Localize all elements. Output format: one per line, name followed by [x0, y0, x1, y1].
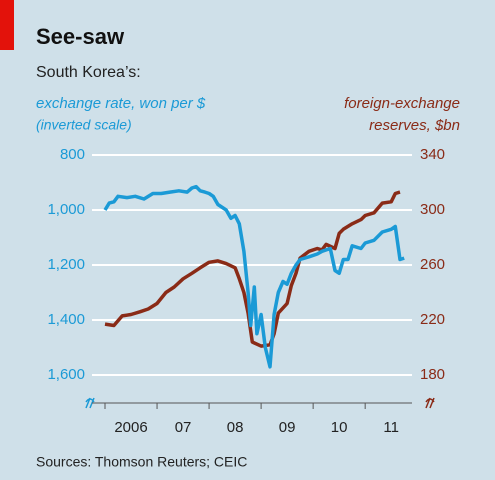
- red-tab: [0, 0, 14, 50]
- y2-tick-label: 220: [420, 311, 445, 328]
- y-tick-label: 1,400: [47, 311, 85, 328]
- y-tick-label: 1,000: [47, 201, 85, 218]
- y2-tick-label: 260: [420, 256, 445, 273]
- y2-tick-label: 180: [420, 366, 445, 383]
- y-tick-label: 800: [60, 146, 85, 163]
- subtitle: South Korea’s:: [36, 64, 141, 81]
- y-tick-label: 1,600: [47, 366, 85, 383]
- x-tick-label: 08: [227, 419, 244, 436]
- source: Sources: Thomson Reuters; CEIC: [36, 454, 247, 470]
- x-tick-label: 10: [331, 419, 348, 436]
- x-tick-label: 07: [175, 419, 192, 436]
- y2-axis-label: reserves, $bn: [369, 117, 460, 134]
- y2-tick-label: 300: [420, 201, 445, 218]
- chart-title: See-saw: [36, 24, 125, 49]
- y-axis-note: (inverted scale): [36, 117, 132, 133]
- axis-break: [425, 397, 435, 409]
- y2-axis-label: foreign-exchange: [344, 95, 460, 112]
- x-tick-label: 2006: [114, 419, 147, 436]
- y2-tick-label: 340: [420, 146, 445, 163]
- y-axis-label: exchange rate, won per $: [36, 95, 206, 112]
- y-tick-label: 1,200: [47, 256, 85, 273]
- series-line: [103, 184, 405, 369]
- x-tick-label: 11: [383, 419, 399, 436]
- x-tick-label: 09: [279, 419, 296, 436]
